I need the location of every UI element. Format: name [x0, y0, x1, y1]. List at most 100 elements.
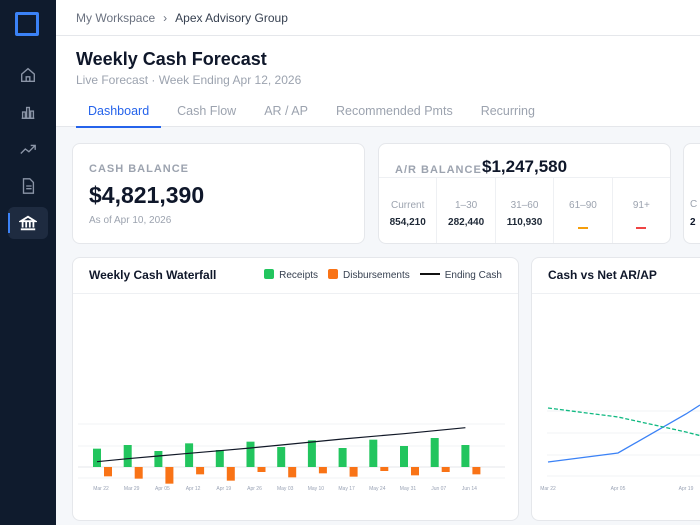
- logo: [15, 12, 39, 36]
- x-tick-label: Apr 05: [611, 486, 626, 492]
- aging-bucket: 91+ —: [613, 178, 670, 243]
- aging-label: 1–30: [454, 200, 478, 211]
- x-tick-label: Jun 07: [431, 486, 446, 492]
- sidebar-item-bank[interactable]: [8, 207, 48, 239]
- aging-label: 61–90: [569, 200, 597, 211]
- bar-chart-icon: [21, 106, 35, 119]
- aging-value: —: [636, 227, 647, 229]
- disbursements-bar: [104, 467, 112, 477]
- tab-recurring[interactable]: Recurring: [480, 104, 535, 118]
- tab-cash-flow[interactable]: Cash Flow: [177, 104, 237, 118]
- aging-bucket: 31–60 110,930: [496, 178, 555, 243]
- legend-receipts: Receipts: [264, 269, 318, 281]
- ar-balance-value: $1,247,580: [482, 157, 568, 176]
- aging-bucket: 1–30 282,440: [437, 178, 496, 243]
- sidebar-item-bar-chart[interactable]: [8, 96, 48, 128]
- sidebar-item-trending-up[interactable]: [8, 133, 48, 165]
- breadcrumb: My Workspace › Apex Advisory Group: [56, 0, 700, 36]
- breadcrumb-root[interactable]: My Workspace: [76, 10, 156, 25]
- legend-ending-cash: Ending Cash: [419, 270, 502, 281]
- page-subtitle: Live Forecast · Week Ending Apr 12, 2026: [76, 73, 302, 87]
- document-icon: [22, 178, 35, 194]
- series-line: [547, 407, 700, 437]
- x-tick-label: May 31: [400, 486, 417, 492]
- cash-vs-arap-card: Cash vs Net AR/AP Mar 22 Apr 05 Apr 19: [531, 257, 700, 521]
- x-tick-label: May 03: [277, 486, 294, 492]
- waterfall-chart: Mar 22 Mar 29 Apr 05 Apr 12 Apr 19 Apr 26 May …: [78, 423, 505, 492]
- x-tick-label: Apr 12: [186, 486, 201, 492]
- cash-vs-arap-title: Cash vs Net AR/AP: [548, 268, 657, 282]
- x-tick-label: Apr 05: [155, 486, 170, 492]
- x-tick-label: Mar 22: [540, 486, 556, 492]
- receipts-bar: [338, 448, 347, 467]
- receipts-bar: [400, 446, 408, 467]
- x-tick-label: Mar 29: [124, 486, 140, 492]
- receipts-bar: [277, 447, 286, 467]
- disbursements-bar: [196, 467, 205, 475]
- aging-label: 31–60: [510, 200, 539, 211]
- trending-up-icon: [20, 144, 36, 154]
- x-tick-label: Apr 19: [216, 486, 231, 492]
- sidebar-item-home[interactable]: [8, 59, 48, 91]
- disbursements-bar: [472, 467, 481, 475]
- chart-legend: Receipts Disbursements Ending Cash: [264, 269, 502, 281]
- ending-cash-line: [96, 427, 466, 463]
- disbursements-bar: [318, 467, 327, 474]
- disbursements-bar: [441, 467, 450, 472]
- cash-balance-card: CASH BALANCE $4,821,390 As of Apr 10, 20…: [72, 143, 365, 244]
- receipts-bar: [430, 438, 439, 467]
- aging-value: —: [577, 227, 588, 229]
- aging-value: 854,210: [389, 217, 426, 228]
- tab-recommended-pmts[interactable]: Recommended Pmts: [335, 104, 453, 118]
- receipts-bar: [246, 441, 255, 467]
- ar-aging-buckets: Current 854,210 1–30 282,440 31–60 110,930 61–…: [379, 177, 670, 243]
- receipts-bar: [185, 443, 194, 467]
- ar-balance-card: A/R BALANCE $1,247,580 Current 854,210 1–3…: [378, 143, 671, 244]
- x-tick-label: May 17: [338, 486, 355, 492]
- breadcrumb-separator: ›: [163, 10, 168, 25]
- x-tick-label: Apr 26: [247, 486, 262, 492]
- receipts-bar: [307, 440, 316, 467]
- cash-vs-arap-chart: Mar 22 Apr 05 Apr 19: [540, 404, 700, 492]
- third-card-row-value: 2: [690, 217, 696, 228]
- sidebar-item-document[interactable]: [8, 170, 48, 202]
- tab-ar-ap[interactable]: AR / AP: [264, 104, 308, 118]
- sidebar: [0, 0, 56, 525]
- x-tick-label: Mar 22: [93, 486, 109, 492]
- disbursements-bar: [226, 467, 235, 481]
- cash-balance-label: CASH BALANCE: [89, 163, 189, 175]
- home-icon: [21, 67, 35, 82]
- x-tick-label: Jun 14: [462, 486, 477, 492]
- tabs: Dashboard Cash Flow AR / AP Recommended Pmt…: [76, 100, 551, 128]
- receipts-bar: [154, 451, 163, 467]
- disbursements-bar: [165, 467, 174, 484]
- aging-label: 91+: [632, 200, 650, 211]
- third-card-row-label: C: [690, 199, 698, 210]
- legend-disbursements: Disbursements: [328, 269, 410, 281]
- receipts-bar: [215, 450, 224, 467]
- waterfall-chart-title: Weekly Cash Waterfall: [89, 268, 217, 282]
- x-tick-label: Apr 19: [679, 486, 694, 492]
- tab-dashboard[interactable]: Dashboard: [76, 100, 162, 128]
- third-kpi-card: C 2: [683, 143, 700, 244]
- disbursements-bar: [134, 467, 143, 479]
- disbursements-bar: [349, 467, 358, 477]
- cash-balance-value: $4,821,390: [89, 182, 205, 208]
- receipts-bar: [123, 445, 132, 467]
- x-tick-label: May 24: [369, 486, 386, 492]
- page-title: Weekly Cash Forecast: [76, 49, 267, 69]
- disbursements-bar: [411, 467, 419, 476]
- breadcrumb-current: Apex Advisory Group: [175, 10, 288, 25]
- receipts-bar: [93, 448, 101, 467]
- aging-value: 282,440: [448, 217, 485, 228]
- waterfall-chart-card: Weekly Cash Waterfall Receipts Disbursem…: [72, 257, 519, 521]
- aging-bucket: 61–90 —: [554, 178, 613, 243]
- receipts-bar: [369, 439, 378, 467]
- bank-icon: [19, 215, 37, 231]
- receipts-bar: [461, 445, 470, 467]
- disbursements-bar: [257, 467, 266, 472]
- series-line: [547, 404, 700, 463]
- cash-balance-asof: As of Apr 10, 2026: [89, 215, 172, 226]
- disbursements-bar: [380, 467, 389, 471]
- ar-balance-label: A/R BALANCE: [395, 164, 482, 176]
